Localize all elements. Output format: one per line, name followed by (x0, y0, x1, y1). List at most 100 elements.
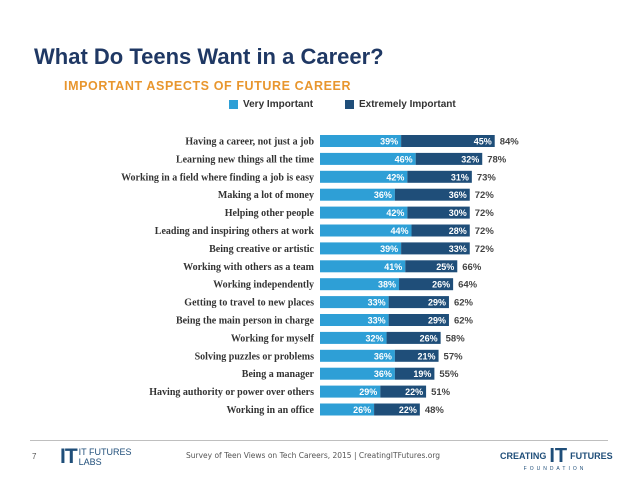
category-label: Being creative or artistic (209, 244, 314, 255)
legend-label-very-important: Very Important (243, 99, 314, 110)
category-label: Making a lot of money (218, 190, 314, 201)
creating-it-futures-logo: CREATING IT FUTURES FOUNDATION (500, 445, 613, 472)
data-label-total: 48% (425, 405, 445, 416)
bar-very-important (320, 242, 402, 255)
logo-text-line1: IT FUTURES (78, 446, 132, 457)
bar-extremely-important (399, 278, 454, 291)
data-label-very-important: 42% (386, 172, 404, 182)
category-label: Working in a field where finding a job i… (121, 172, 314, 183)
category-label: Getting to travel to new places (184, 298, 314, 309)
logo-it: IT (549, 445, 568, 467)
category-label: Working independently (213, 280, 314, 291)
data-label-extremely-important: 28% (449, 226, 467, 236)
footer-divider (30, 440, 608, 441)
bar-very-important (320, 331, 387, 344)
data-label-extremely-important: 26% (420, 333, 438, 343)
category-label: Working with others as a team (183, 262, 315, 273)
data-label-very-important: 33% (368, 316, 386, 326)
data-label-extremely-important: 26% (432, 280, 450, 290)
page-number: 7 (32, 452, 37, 461)
data-label-extremely-important: 29% (428, 316, 446, 326)
data-label-very-important: 38% (378, 280, 396, 290)
data-label-total: 73% (477, 172, 497, 183)
data-label-extremely-important: 21% (418, 351, 436, 361)
data-label-very-important: 33% (368, 298, 386, 308)
legend-extremely-important: Extremely Important (345, 99, 456, 110)
data-label-total: 55% (439, 369, 459, 380)
data-label-very-important: 36% (374, 351, 392, 361)
bar-extremely-important (388, 314, 449, 326)
data-label-total: 64% (458, 280, 478, 291)
bar-extremely-important (407, 206, 470, 219)
it-futures-labs-logo: IT IT FUTURES LABS (60, 446, 132, 467)
data-label-extremely-important: 36% (449, 190, 467, 200)
data-label-extremely-important: 33% (449, 244, 467, 254)
data-label-extremely-important: 32% (461, 154, 479, 164)
logo-text-line2: LABS (78, 456, 102, 467)
data-label-extremely-important: 29% (428, 298, 446, 308)
data-label-total: 57% (444, 351, 464, 362)
data-label-very-important: 39% (380, 244, 398, 254)
category-label: Solving puzzles or problems (195, 351, 314, 362)
data-label-total: 84% (500, 137, 520, 148)
bar-extremely-important (411, 224, 470, 237)
data-label-total: 62% (454, 298, 474, 309)
bar-very-important (320, 314, 389, 326)
data-label-total: 58% (446, 333, 466, 344)
data-label-very-important: 44% (391, 226, 409, 236)
data-label-very-important: 26% (353, 405, 371, 415)
category-label: Learning new things all the time (176, 154, 315, 165)
data-label-total: 78% (487, 154, 507, 165)
bar-very-important (320, 349, 395, 362)
bar-very-important (320, 403, 375, 416)
category-label: Being the main person in charge (176, 316, 315, 327)
category-label: Helping other people (225, 208, 315, 219)
bar-extremely-important (401, 242, 470, 255)
legend-swatch-very-important (229, 100, 238, 109)
data-label-very-important: 29% (359, 387, 377, 397)
data-label-total: 72% (475, 244, 495, 255)
data-label-extremely-important: 22% (405, 387, 423, 397)
data-label-extremely-important: 22% (399, 405, 417, 415)
data-label-very-important: 41% (384, 262, 402, 272)
bar-extremely-important (388, 296, 449, 309)
bar-extremely-important (407, 170, 472, 183)
data-label-extremely-important: 19% (413, 369, 431, 379)
bar-very-important (320, 367, 395, 380)
chart-title: IMPORTANT ASPECTS OF FUTURE CAREER (64, 79, 352, 93)
bar-extremely-important (401, 135, 495, 147)
bar-extremely-important (394, 349, 439, 362)
bar-very-important (320, 260, 406, 273)
bar-extremely-important (386, 331, 441, 344)
bar-extremely-important (380, 385, 427, 398)
data-label-total: 72% (475, 208, 495, 219)
bar-very-important (320, 296, 389, 309)
data-label-very-important: 39% (380, 137, 398, 147)
data-label-extremely-important: 45% (474, 137, 492, 147)
legend-very-important: Very Important (229, 99, 313, 110)
legend-label-extremely-important: Extremely Important (359, 99, 456, 110)
category-label: Working for myself (231, 333, 315, 344)
data-label-very-important: 36% (374, 369, 392, 379)
bar-extremely-important (374, 403, 420, 416)
bar-extremely-important (405, 260, 458, 273)
data-label-very-important: 42% (386, 208, 404, 218)
bar-very-important (320, 170, 408, 183)
data-label-extremely-important: 31% (451, 172, 469, 182)
legend-swatch-extremely-important (345, 100, 354, 109)
it-logo-mark: IT (60, 445, 78, 468)
category-label: Having a career, not just a job (185, 137, 314, 148)
data-label-total: 51% (431, 387, 451, 398)
category-label: Leading and inspiring others at work (155, 226, 315, 237)
slide-title: What Do Teens Want in a Career? (34, 44, 384, 69)
data-label-very-important: 46% (395, 154, 413, 164)
bar-very-important (320, 206, 408, 219)
data-label-total: 72% (475, 190, 495, 201)
category-label: Working in an office (226, 405, 314, 416)
data-label-extremely-important: 25% (436, 262, 454, 272)
category-label: Being a manager (242, 369, 315, 380)
logo-futures: FUTURES (570, 451, 613, 461)
bar-very-important (320, 188, 395, 201)
bar-extremely-important (415, 152, 483, 165)
bar-very-important (320, 385, 381, 398)
